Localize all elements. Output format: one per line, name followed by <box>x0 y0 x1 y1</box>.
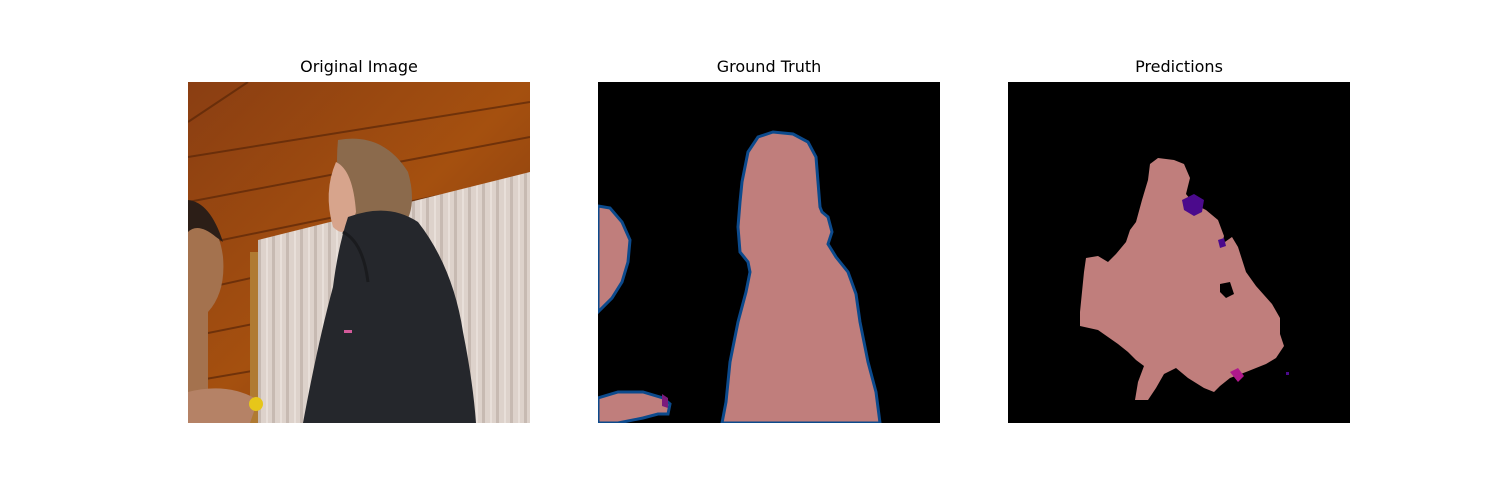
gt-object <box>662 394 668 408</box>
predictions-title: Predictions <box>1135 57 1223 76</box>
gt-person-hand <box>598 390 672 423</box>
pred-speck <box>1286 372 1289 375</box>
curtain-rod <box>250 252 258 423</box>
pred-purple-small <box>1218 238 1226 248</box>
pred-person <box>1080 158 1284 400</box>
original-image <box>188 82 530 423</box>
pred-hole <box>1220 282 1234 298</box>
ground-truth-mask <box>598 82 940 423</box>
gt-person-left <box>598 204 632 315</box>
right-person <box>303 138 476 423</box>
pred-magenta-region <box>1230 368 1244 382</box>
ground-truth-title: Ground Truth <box>716 57 822 76</box>
gt-person-main <box>720 130 882 423</box>
left-person <box>188 200 263 423</box>
original-image-panel: Original Image <box>188 56 530 423</box>
ground-truth-panel: Ground Truth <box>598 56 940 423</box>
pred-purple-region <box>1182 194 1204 216</box>
predictions-panel: Predictions <box>1008 56 1350 423</box>
predictions-mask <box>1008 82 1350 423</box>
original-image-title: Original Image <box>300 57 418 76</box>
